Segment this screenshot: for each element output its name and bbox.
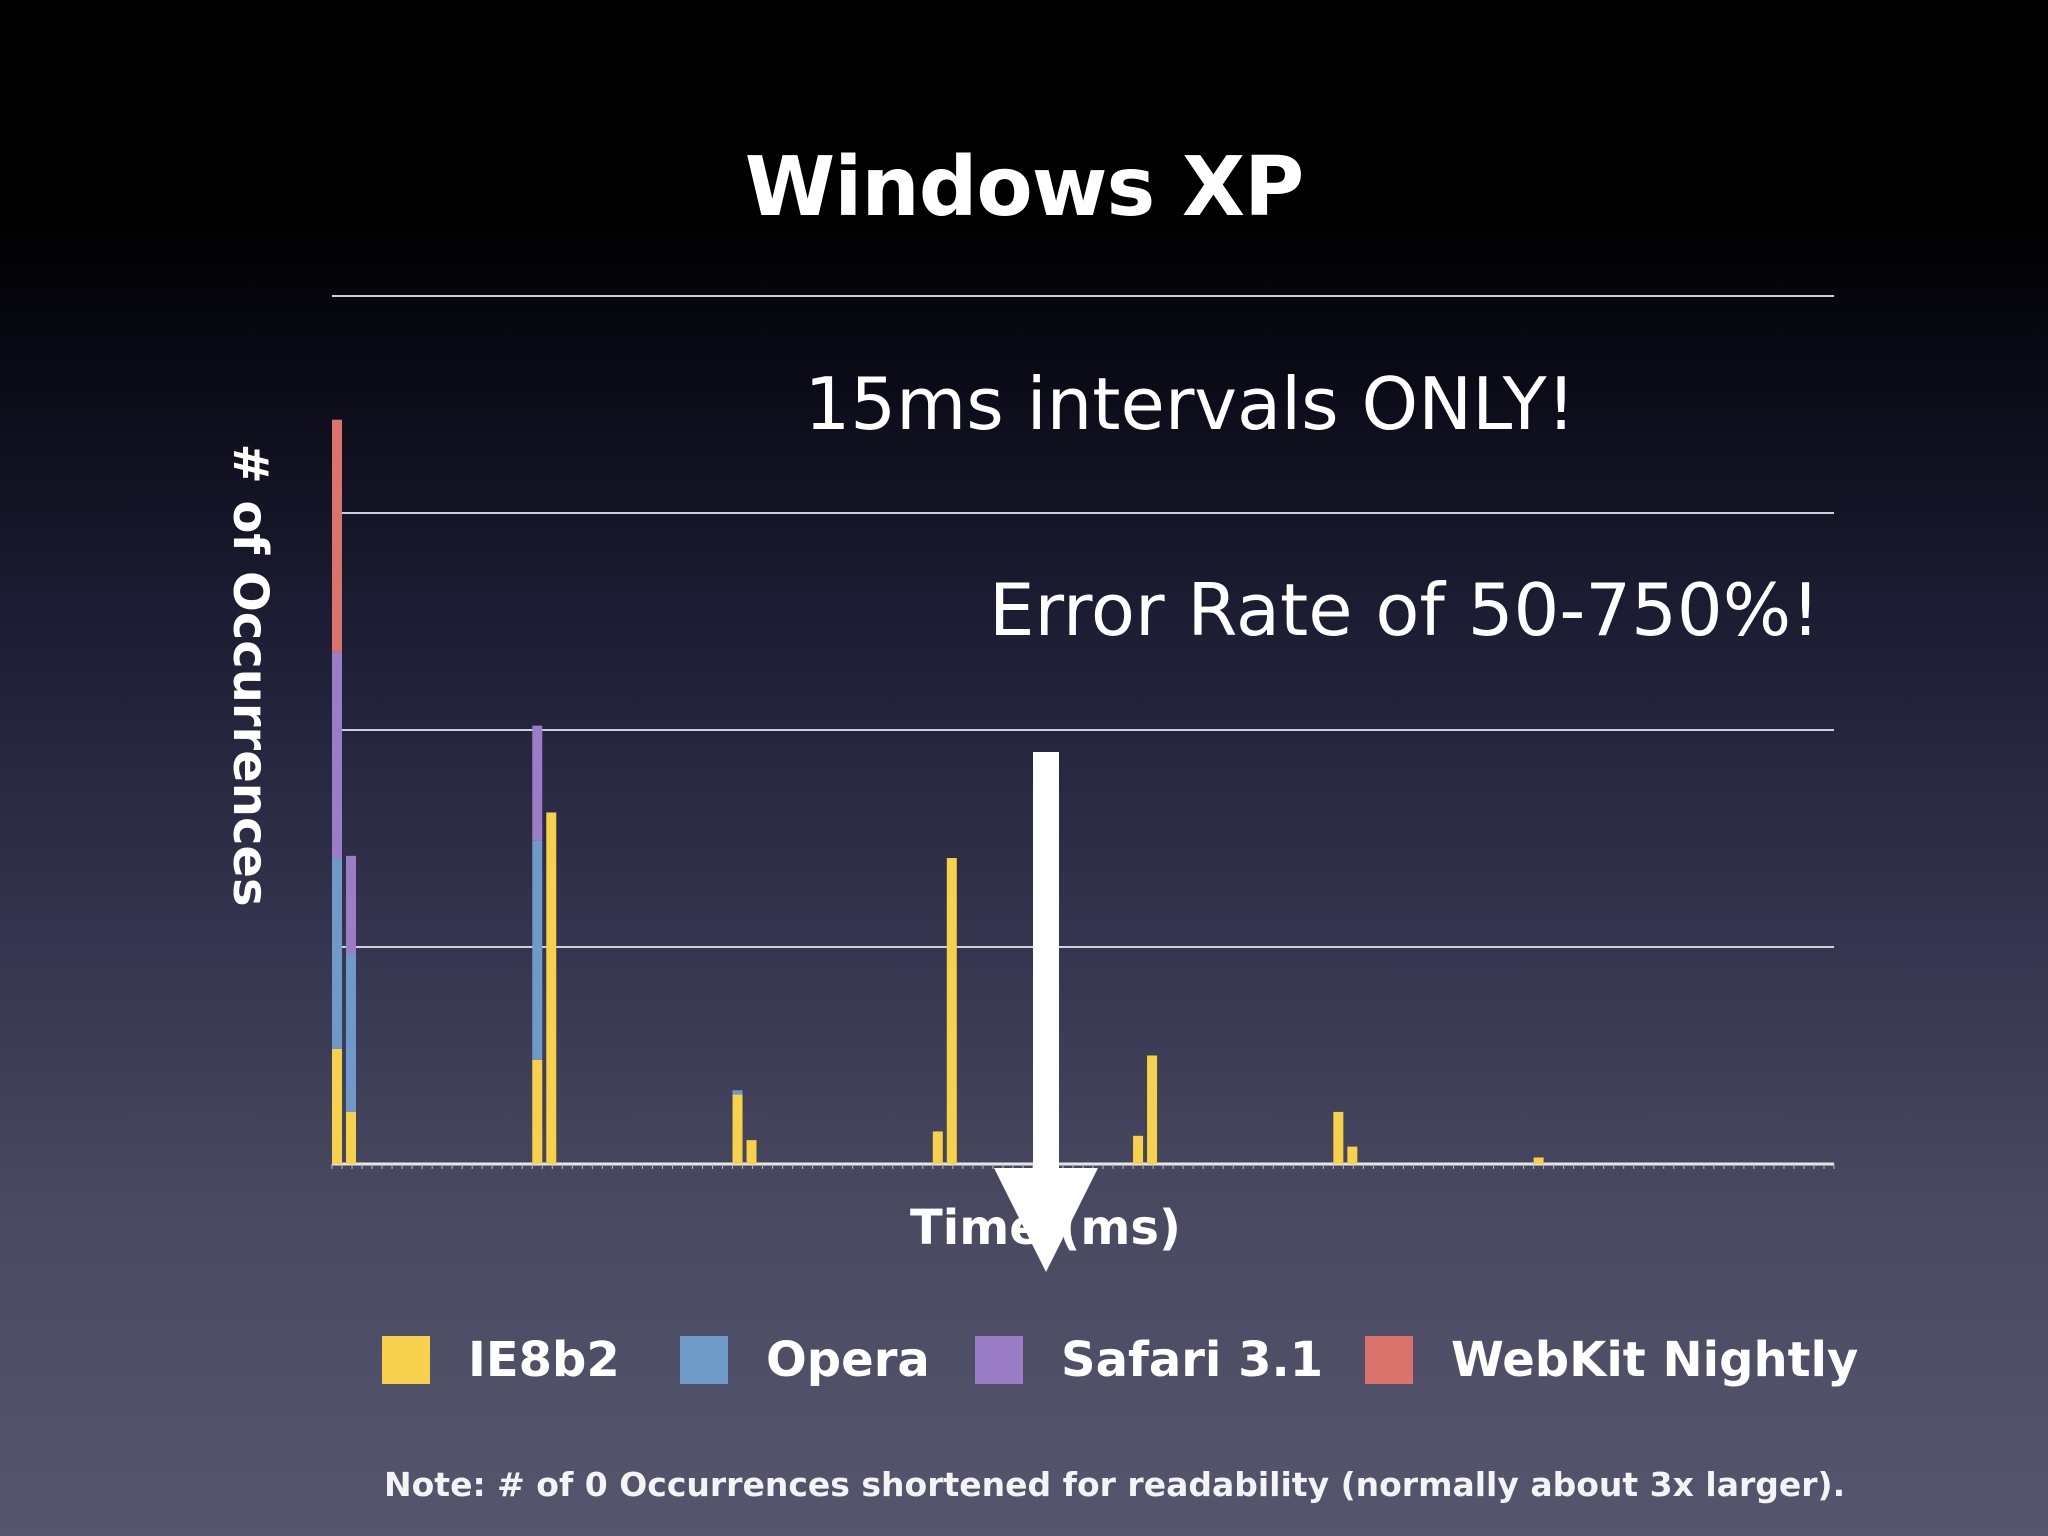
bar-segment-ie8b2 [332,1048,342,1164]
legend-swatch-ie8b2 [382,1336,430,1384]
bar-segment-ie8b2 [1133,1135,1144,1164]
bar-segment-webkit-nightly [332,419,342,652]
bar-segment-ie8b2 [1347,1146,1358,1164]
bar-segment-ie8b2 [1333,1111,1344,1164]
legend-item-webkit-nightly: WebKit Nightly [1365,1325,1858,1395]
callout-intervals: 15ms intervals ONLY! [804,362,1576,446]
bar-segment-ie8b2 [546,812,557,1164]
bar-segment-ie8b2 [346,1111,356,1164]
bar-segment-safari-3-1 [532,725,543,841]
legend-label-safari: Safari 3.1 [1061,1332,1324,1388]
legend-swatch-opera [680,1336,728,1384]
bar-segment-ie8b2 [932,1131,943,1164]
bar-segment-ie8b2 [732,1094,743,1164]
legend-item-safari: Safari 3.1 [975,1325,1323,1395]
bar-segment-opera [732,1090,743,1095]
bar-segment-safari-3-1 [332,651,342,859]
legend-item-opera: Opera [680,1325,930,1395]
legend: IE8b2 Opera Safari 3.1 WebKit Nightly [370,1325,1870,1395]
bar-segment-ie8b2 [532,1059,543,1164]
legend-swatch-webkit-nightly [1365,1336,1413,1384]
bar-segment-safari-3-1 [346,855,356,954]
callout-error-rate: Error Rate of 50-750%! [989,568,1820,652]
legend-item-ie8b2: IE8b2 [382,1325,620,1395]
legend-label-opera: Opera [766,1332,930,1388]
bar-segment-ie8b2 [746,1140,757,1164]
bar-segment-ie8b2 [946,858,957,1164]
bar-segment-ie8b2 [1147,1055,1158,1164]
legend-swatch-safari [975,1336,1023,1384]
slide-title: Windows XP [744,140,1304,235]
bar-segment-opera [332,858,342,1049]
legend-label-webkit-nightly: WebKit Nightly [1451,1332,1859,1388]
legend-label-ie8b2: IE8b2 [468,1332,620,1388]
footnote: Note: # of 0 Occurrences shortened for r… [384,1465,1846,1504]
bar-segment-opera [532,840,543,1060]
bar-segment-ie8b2 [1533,1157,1544,1164]
bar-segment-opera [346,953,356,1112]
